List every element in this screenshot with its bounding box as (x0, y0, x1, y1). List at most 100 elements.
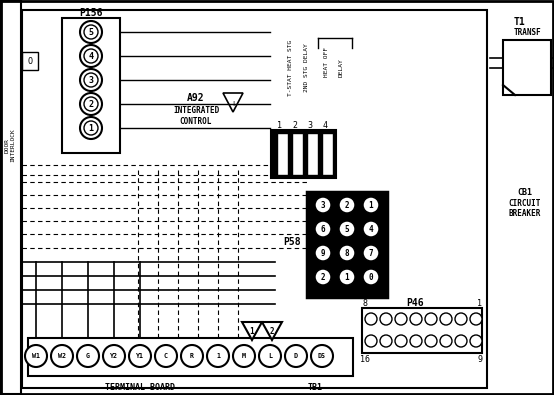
Text: 4: 4 (322, 120, 327, 130)
Text: 1: 1 (250, 327, 254, 337)
Circle shape (470, 313, 482, 325)
Text: C: C (164, 353, 168, 359)
Circle shape (315, 197, 331, 213)
Circle shape (380, 313, 392, 325)
Circle shape (84, 73, 98, 87)
Text: 4: 4 (89, 51, 94, 60)
Circle shape (315, 269, 331, 285)
Circle shape (363, 245, 379, 261)
Text: R: R (190, 353, 194, 359)
Circle shape (337, 243, 357, 263)
Text: Y2: Y2 (110, 353, 118, 359)
Circle shape (259, 345, 281, 367)
Circle shape (395, 335, 407, 347)
Text: 6: 6 (321, 224, 325, 233)
Text: 1: 1 (369, 201, 373, 209)
Text: CB1: CB1 (517, 188, 532, 196)
Text: 3: 3 (307, 120, 312, 130)
Text: 3: 3 (321, 201, 325, 209)
Circle shape (365, 335, 377, 347)
Circle shape (410, 335, 422, 347)
Circle shape (440, 335, 452, 347)
Text: 1: 1 (345, 273, 350, 282)
Text: T1: T1 (513, 17, 525, 27)
Circle shape (313, 267, 333, 287)
Text: 2: 2 (270, 327, 274, 337)
Text: T-STAT HEAT STG: T-STAT HEAT STG (289, 40, 294, 96)
Text: DOOR
INTERLOCK: DOOR INTERLOCK (4, 128, 16, 162)
Text: W2: W2 (58, 353, 66, 359)
Circle shape (207, 345, 229, 367)
Bar (362, 308, 482, 353)
Text: TERMINAL BOARD: TERMINAL BOARD (105, 384, 175, 393)
Circle shape (80, 21, 102, 43)
Text: HEAT OFF: HEAT OFF (325, 47, 330, 77)
Circle shape (80, 93, 102, 115)
Circle shape (440, 313, 452, 325)
Circle shape (410, 313, 422, 325)
Circle shape (315, 221, 331, 237)
Circle shape (311, 345, 333, 367)
Circle shape (313, 219, 333, 239)
Text: 9: 9 (321, 248, 325, 258)
Text: D: D (294, 353, 298, 359)
Circle shape (363, 221, 379, 237)
Text: 1: 1 (478, 299, 483, 307)
Text: 7: 7 (369, 248, 373, 258)
Circle shape (285, 345, 307, 367)
Circle shape (361, 219, 381, 239)
Polygon shape (242, 322, 262, 340)
Bar (307, 192, 387, 297)
Text: DS: DS (318, 353, 326, 359)
Text: A92: A92 (187, 93, 205, 103)
Bar (28, 338, 353, 376)
Bar (22, 52, 38, 70)
Text: 2: 2 (89, 100, 94, 109)
Circle shape (339, 197, 355, 213)
Text: TRANSF: TRANSF (514, 28, 542, 36)
Bar (307, 133, 318, 175)
Text: 5: 5 (345, 224, 350, 233)
Bar (62, 18, 120, 153)
Circle shape (77, 345, 99, 367)
Text: 5: 5 (89, 28, 94, 36)
Circle shape (315, 245, 331, 261)
Circle shape (84, 121, 98, 135)
Circle shape (84, 25, 98, 39)
Text: 8: 8 (362, 299, 367, 307)
Text: 8: 8 (345, 248, 350, 258)
Text: CIRCUIT: CIRCUIT (509, 199, 541, 207)
Text: 3: 3 (89, 75, 94, 85)
Circle shape (361, 267, 381, 287)
Circle shape (455, 335, 467, 347)
Circle shape (339, 245, 355, 261)
Text: 0: 0 (369, 273, 373, 282)
Circle shape (233, 345, 255, 367)
Text: Y1: Y1 (136, 353, 144, 359)
Circle shape (470, 335, 482, 347)
Text: !: ! (231, 101, 235, 107)
Text: 9: 9 (478, 356, 483, 365)
Text: 1: 1 (216, 353, 220, 359)
Circle shape (181, 345, 203, 367)
Bar (503, 40, 551, 95)
Circle shape (337, 195, 357, 215)
Circle shape (51, 345, 73, 367)
Circle shape (84, 97, 98, 111)
Text: P46: P46 (406, 298, 424, 308)
Bar (292, 133, 303, 175)
Text: L: L (268, 353, 272, 359)
Text: 4: 4 (369, 224, 373, 233)
Circle shape (361, 195, 381, 215)
Circle shape (363, 197, 379, 213)
Circle shape (84, 49, 98, 63)
Bar (322, 133, 333, 175)
Bar (271, 130, 336, 178)
Circle shape (103, 345, 125, 367)
Circle shape (425, 313, 437, 325)
Text: M: M (242, 353, 246, 359)
Text: 1: 1 (89, 124, 94, 132)
Text: INTEGRATED: INTEGRATED (173, 105, 219, 115)
Circle shape (425, 335, 437, 347)
Circle shape (363, 269, 379, 285)
